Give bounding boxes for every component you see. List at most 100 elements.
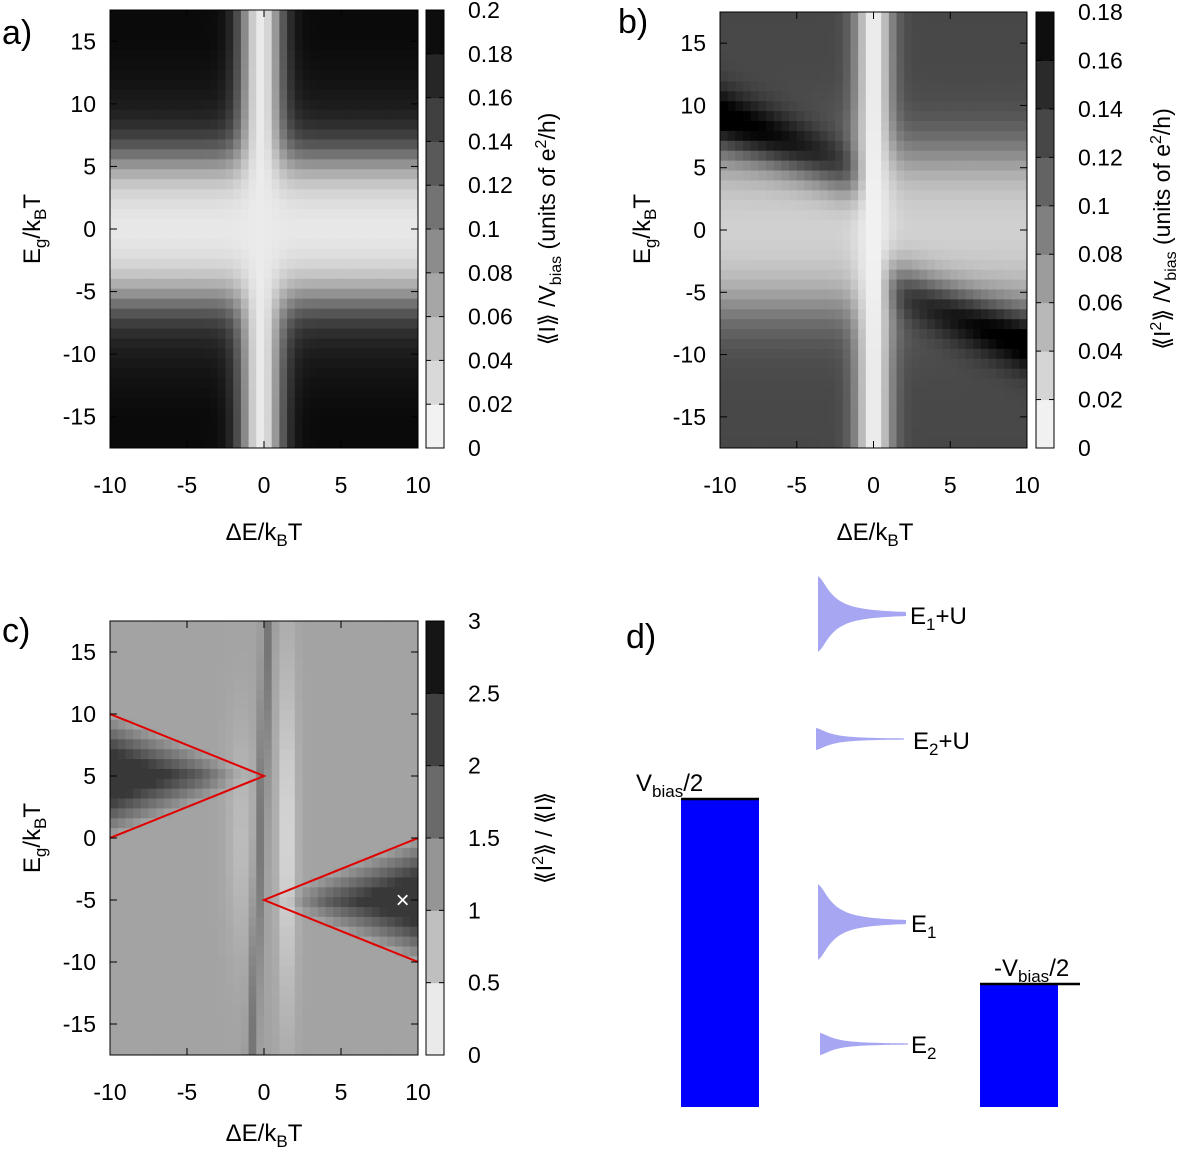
heatmap-cell xyxy=(240,418,250,429)
heatmap-cell xyxy=(110,139,119,150)
heatmap-cell xyxy=(904,111,913,122)
heatmap-cell xyxy=(148,976,157,987)
heatmap-cell xyxy=(179,179,188,190)
heatmap-cell xyxy=(325,388,334,399)
heatmap-cell xyxy=(904,269,913,281)
heatmap-cell xyxy=(271,808,280,819)
heatmap-cell xyxy=(996,408,1005,419)
heatmap-cell xyxy=(819,418,829,429)
heatmap-cell xyxy=(179,778,188,790)
heatmap-cell xyxy=(789,160,798,172)
heatmap-cell xyxy=(187,828,196,839)
heatmap-cell xyxy=(125,298,134,310)
heatmap-cell xyxy=(766,398,775,409)
heatmap-cell xyxy=(773,259,783,271)
heatmap-cell xyxy=(888,21,898,33)
heatmap-cell xyxy=(163,109,173,121)
heatmap-cell xyxy=(279,907,288,918)
heatmap-cell xyxy=(248,956,257,967)
heatmap-cell xyxy=(957,190,967,201)
heatmap-cell xyxy=(163,189,173,200)
heatmap-cell xyxy=(133,699,142,711)
heatmap-cell xyxy=(1011,160,1020,172)
heatmap-cell xyxy=(781,239,790,251)
heatmap-cell xyxy=(965,111,974,122)
heatmap-cell xyxy=(911,319,921,330)
heatmap-cell xyxy=(287,621,296,632)
heatmap-cell xyxy=(379,258,388,270)
heatmap-cell xyxy=(387,149,396,160)
heatmap-cell xyxy=(858,170,867,182)
heatmap-cell xyxy=(271,79,280,91)
heatmap-cell xyxy=(819,71,829,82)
heatmap-cell xyxy=(287,936,296,948)
heatmap-cell xyxy=(187,650,196,662)
heatmap-cell xyxy=(156,139,165,150)
heatmap-cell xyxy=(727,220,736,231)
heatmap-cell xyxy=(835,41,844,53)
heatmap-cell xyxy=(333,759,342,770)
heatmap-cell xyxy=(233,219,242,230)
heatmap-cell xyxy=(225,630,234,642)
heatmap-cell xyxy=(773,121,783,132)
heatmap-cell xyxy=(240,818,250,829)
heatmap-cell xyxy=(873,259,882,271)
heatmap-cell xyxy=(766,309,775,320)
heatmap-cell xyxy=(140,759,150,770)
heatmap-cell xyxy=(348,258,357,270)
heatmap-cell xyxy=(727,418,736,429)
heatmap-cell xyxy=(163,660,173,671)
heatmap-cell xyxy=(1011,180,1020,191)
heatmap-cell xyxy=(842,289,852,300)
heatmap-cell xyxy=(850,130,859,142)
heatmap-cell xyxy=(325,907,334,918)
heatmap-cell xyxy=(927,91,936,102)
heatmap-cell xyxy=(187,946,196,957)
heatmap-cell xyxy=(379,348,388,359)
heatmap-cell xyxy=(881,329,890,340)
heatmap-cell xyxy=(858,121,867,132)
heatmap-cell xyxy=(302,129,311,140)
heatmap-cell xyxy=(140,926,150,938)
heatmap-cell xyxy=(325,219,334,230)
heatmap-cell xyxy=(256,229,265,240)
heatmap-cell xyxy=(217,630,227,642)
heatmap-cell xyxy=(410,109,418,121)
heatmap-cell xyxy=(317,428,327,439)
heatmap-cell xyxy=(988,358,997,370)
heatmap-cell xyxy=(240,621,250,632)
heatmap-cell xyxy=(125,670,134,681)
heatmap-cell xyxy=(156,49,165,61)
heatmap-cell xyxy=(264,159,273,170)
heatmap-cell xyxy=(117,298,126,310)
heatmap-cell xyxy=(210,1035,219,1046)
heatmap-cell xyxy=(156,428,165,439)
heatmap-cell xyxy=(233,268,242,280)
heatmap-cell xyxy=(271,39,280,51)
heatmap-cell xyxy=(364,29,373,41)
heatmap-cell xyxy=(310,358,319,369)
heatmap-cell xyxy=(210,976,219,987)
heatmap-cell xyxy=(896,150,905,162)
heatmap-cell xyxy=(858,101,867,112)
heatmap-cell xyxy=(727,309,736,320)
heatmap-cell xyxy=(163,438,173,448)
heatmap-cell xyxy=(210,288,219,300)
heatmap-cell xyxy=(264,10,273,21)
heatmap-cell xyxy=(773,299,783,310)
heatmap-cell xyxy=(225,328,234,340)
heatmap-cell xyxy=(333,768,342,780)
heatmap-cell xyxy=(904,358,913,370)
heatmap-cell xyxy=(140,248,150,260)
heatmap-cell xyxy=(279,49,288,61)
heatmap-cell xyxy=(125,976,134,987)
heatmap-cell xyxy=(957,81,967,92)
heatmap-cell xyxy=(865,319,875,330)
heatmap-cell xyxy=(194,69,203,81)
heatmap-cell xyxy=(927,329,936,340)
heatmap-cell xyxy=(743,230,752,241)
heatmap-cell xyxy=(758,378,767,390)
heatmap-cell xyxy=(217,209,227,220)
heatmap-cell xyxy=(225,338,234,350)
